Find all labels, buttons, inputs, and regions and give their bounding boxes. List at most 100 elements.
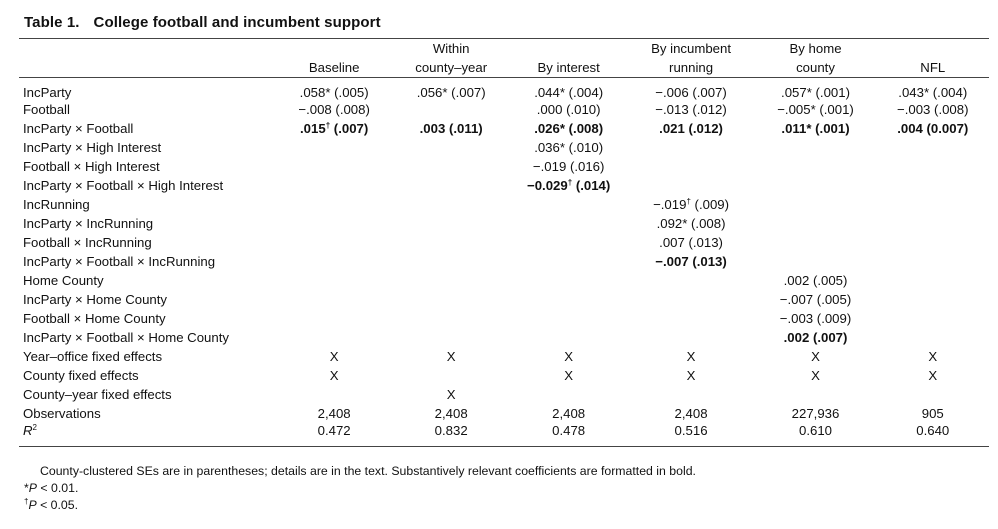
- note-line-2: *P < 0.01.: [24, 480, 696, 497]
- column-header-line1: By incumbent: [651, 41, 731, 56]
- table-cell: [393, 252, 510, 271]
- table-cell: [393, 176, 510, 195]
- row-label: Observations: [23, 406, 101, 421]
- table-cell: X: [446, 349, 456, 364]
- row-label: IncParty × Home County: [23, 292, 168, 307]
- column-header: By incumbent running: [628, 39, 755, 78]
- column-header: By home county: [755, 39, 877, 78]
- table-row: Year–office fixed effects X X X X X X: [19, 347, 989, 366]
- table-cell: [877, 252, 989, 271]
- row-label: IncParty × High Interest: [23, 140, 162, 155]
- table-cell: X: [446, 387, 456, 402]
- table-cell: X: [329, 368, 339, 383]
- table-cell: [276, 195, 393, 214]
- table-cell: [877, 328, 989, 347]
- table-cell: 0.640: [916, 423, 950, 438]
- table-row: IncParty × IncRunning .092* (.008): [19, 214, 989, 233]
- table-cell: X: [564, 368, 574, 383]
- column-header: NFL: [877, 39, 989, 78]
- table-cell: .026* (.008): [534, 121, 604, 136]
- table-cell: X: [928, 349, 938, 364]
- table-cell: [510, 328, 628, 347]
- table-cell: .043* (.004): [898, 85, 968, 100]
- table-cell: −.003 (.008): [897, 102, 969, 117]
- table-cell: [755, 385, 877, 404]
- table-cell: [276, 309, 393, 328]
- note-line-3-text: †P < 0.05.: [24, 497, 79, 513]
- row-label: IncRunning: [23, 197, 90, 212]
- row-label: Football × High Interest: [23, 159, 160, 174]
- table-row: IncParty × Home County −.007 (.005): [19, 290, 989, 309]
- table-cell: −.008 (.008): [298, 102, 370, 117]
- table-cell: [393, 366, 510, 385]
- table-cell: 2,408: [317, 406, 351, 421]
- table-cell: [510, 195, 628, 214]
- table-cell: X: [811, 349, 820, 364]
- table-cell: [628, 138, 755, 157]
- table-row: County fixed effects X X X X X: [19, 366, 989, 385]
- table-cell: [877, 214, 989, 233]
- table-cell: [276, 271, 393, 290]
- table-number: Table 1.: [24, 14, 80, 31]
- table-cell: [510, 309, 628, 328]
- table-cell: .002 (.005): [783, 273, 848, 288]
- table-cell: 0.516: [674, 423, 708, 438]
- table-cell: [755, 233, 877, 252]
- table-cell: [393, 309, 510, 328]
- table-cell: −.019† (.009): [653, 197, 730, 212]
- table-cell: [755, 214, 877, 233]
- table-cell: [510, 252, 628, 271]
- table-cell: .021 (.012): [659, 121, 723, 136]
- table-cell: [393, 290, 510, 309]
- row-label: Football × Home County: [23, 311, 166, 326]
- table-row: IncParty × Football × IncRunning −.007 (.…: [19, 252, 989, 271]
- note-line-1: County-clustered SEs are in parentheses;…: [40, 464, 696, 478]
- table-cell: [877, 195, 989, 214]
- table-cell: X: [811, 368, 820, 383]
- regression-table: Baseline Within county–year By interest By …: [19, 38, 989, 447]
- table-cell: [628, 385, 755, 404]
- column-header-line2: county: [796, 60, 835, 75]
- table-cell: X: [928, 368, 938, 383]
- table-row: IncRunning −.019† (.009): [19, 195, 989, 214]
- table-cell: [276, 214, 393, 233]
- column-header: Within county–year: [393, 39, 510, 78]
- table-row: Football × High Interest −.019 (.016): [19, 157, 989, 176]
- table-cell: [393, 157, 510, 176]
- table-cell: 2,408: [674, 406, 708, 421]
- table-cell: 227,936: [791, 406, 840, 421]
- table-cell: [276, 233, 393, 252]
- table-cell: [510, 385, 628, 404]
- table-cell: [276, 290, 393, 309]
- table-cell: [877, 138, 989, 157]
- table-cell: [276, 157, 393, 176]
- table-row: IncParty × High Interest .036* (.010): [19, 138, 989, 157]
- table-cell: [877, 157, 989, 176]
- row-label: Home County: [23, 273, 104, 288]
- table-cell: −.006 (.007): [655, 85, 727, 100]
- table-row: Football × IncRunning .007 (.013): [19, 233, 989, 252]
- table-cell: [628, 176, 755, 195]
- table-cell: [393, 100, 510, 119]
- table-cell: [393, 138, 510, 157]
- column-header: Baseline: [276, 39, 393, 78]
- table-cell: [755, 252, 877, 271]
- table-row: IncParty × Football × Home County .002 (.…: [19, 328, 989, 347]
- table-cell: 2,408: [434, 406, 468, 421]
- row-label: R2: [23, 423, 37, 438]
- table-cell: .002 (.007): [783, 330, 848, 345]
- table-cell: .015† (.007): [300, 121, 369, 136]
- column-header: By interest: [510, 39, 628, 78]
- table-cell: [276, 138, 393, 157]
- column-header-line1: [514, 39, 624, 58]
- table-cell: [877, 233, 989, 252]
- column-header-line1: [280, 39, 389, 58]
- table-cell: X: [686, 349, 696, 364]
- table-cell: [276, 252, 393, 271]
- table-cell: [877, 309, 989, 328]
- table-cell: 0.610: [799, 423, 833, 438]
- column-header-line2: running: [669, 60, 714, 75]
- table-cell: −.019 (.016): [532, 159, 605, 174]
- column-header-line2: Baseline: [308, 60, 360, 75]
- row-label: Football: [23, 102, 70, 117]
